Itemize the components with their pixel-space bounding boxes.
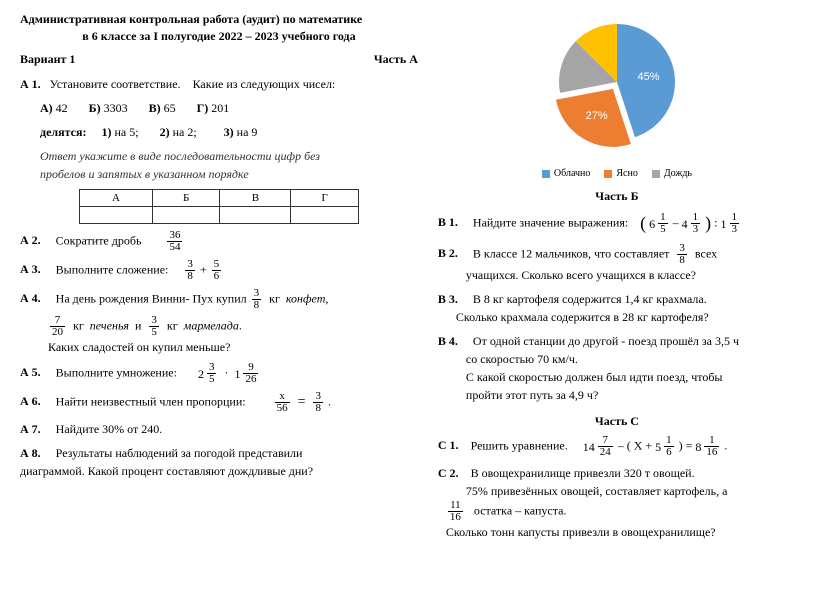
a1-cell-g[interactable] [291,207,359,224]
task-a7: А 7. Найдите 30% от 240. [20,420,418,438]
a1-options: А) 42 Б) 3303 В) 65 Г) 201 [40,99,418,117]
task-a5: А 5. Выполните умножение: 235 · 1926 [20,362,418,385]
task-b4: В 4. От одной станции до другой - поезд … [438,332,796,404]
part-c-title: Часть С [438,414,796,429]
task-a1: А 1. Установите соответствие. Какие из с… [20,75,418,93]
left-column: Административная контрольная работа (ауд… [20,10,418,547]
variant-row: Вариант 1 Часть А [20,52,418,67]
a1-note: Ответ укажите в виде последовательности … [40,147,418,183]
part-b-title: Часть Б [438,189,796,204]
task-a8: А 8. Результаты наблюдений за погодой пр… [20,444,418,480]
part-a-label: Часть А [374,52,418,67]
a1-th-g: Г [291,190,359,207]
a1-divides: делятся: 1) на 5; 2) на 2; 3) на 9 [40,123,418,141]
task-a6: А 6. Найти неизвестный член пропорции: x… [20,391,418,414]
a1-cell-b[interactable] [153,207,220,224]
a1-label: А 1. [20,77,41,91]
a1-th-a: А [79,190,152,207]
swatch-clear [604,170,612,178]
pie-svg: 45% 27% [527,10,707,160]
task-a3: А 3. Выполните сложение: 38 + 56 [20,259,418,282]
chart-legend: Облачно Ясно Дождь [487,168,747,179]
a1-cell-v[interactable] [220,207,291,224]
variant-label: Вариант 1 [20,52,75,67]
task-b3: В 3. В 8 кг картофеля содержится 1,4 кг … [438,290,796,326]
swatch-rain [652,170,660,178]
a1-th-v: В [220,190,291,207]
a1-answer-table: А Б В Г [79,189,359,224]
swatch-cloud [542,170,550,178]
task-a2: А 2. Сократите дробь 3654 [20,230,418,253]
task-b2: В 2. В классе 12 мальчиков, что составля… [438,243,796,284]
doc-title-2: в 6 классе за I полугодие 2022 – 2023 уч… [20,29,418,44]
a1-th-b: Б [153,190,220,207]
task-b1: В 1. Найдите значение выражения: ( 615 –… [438,210,796,237]
svg-text:45%: 45% [637,71,659,83]
task-c1: С 1. Решить уравнение. 14724 – ( X + 516… [438,435,796,458]
svg-text:27%: 27% [586,110,608,122]
doc-title-1: Административная контрольная работа (ауд… [20,12,418,27]
a1-cell-a[interactable] [79,207,152,224]
right-column: 45% 27% Облачно Ясно Дождь Часть Б В 1. Н… [438,10,796,547]
task-a4: А 4. На день рождения Винни- Пух купил 3… [20,288,418,356]
pie-chart: 45% 27% Облачно Ясно Дождь [487,10,747,179]
a1-q: Какие из следующих чисел: [193,77,336,91]
a1-lead: Установите соответствие. [50,77,181,91]
task-c2: С 2. В овощехранилище привезли 320 т ово… [438,464,796,541]
